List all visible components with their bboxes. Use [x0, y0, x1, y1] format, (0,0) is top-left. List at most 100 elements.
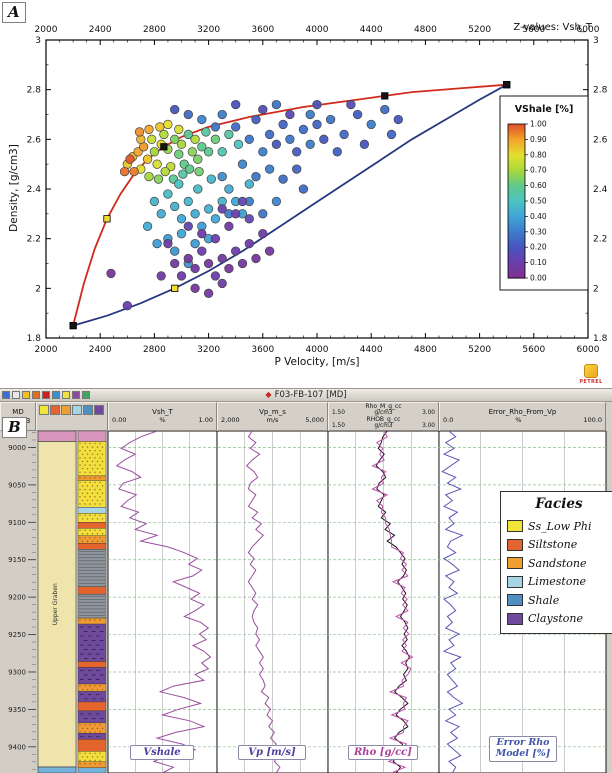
track-bottom-label-vp: Vp [m/s] [238, 745, 306, 760]
svg-text:4000: 4000 [306, 25, 329, 35]
track-scale: 0.00% 1.00 [112, 415, 213, 424]
track-header-vp[interactable]: Vp_m_s 2,000 m/s 5,000 [217, 402, 328, 431]
track-name: Vsh_T [152, 408, 173, 417]
svg-text:6000: 6000 [577, 345, 600, 355]
svg-text:2.4: 2.4 [593, 185, 608, 195]
svg-text:0.60: 0.60 [530, 181, 547, 190]
well-icon: ◆ [265, 390, 272, 399]
petrel-logo-icon [584, 364, 598, 378]
track-header-error[interactable]: Error_Rho_From_Vp 0.0% 100.0 [439, 402, 606, 431]
svg-text:0.70: 0.70 [530, 166, 547, 175]
svg-text:1.8: 1.8 [27, 334, 42, 344]
svg-text:5200: 5200 [468, 25, 491, 35]
depth-header-title: MD [12, 407, 24, 416]
track-name: Vp_m_s [259, 408, 286, 417]
svg-text:1.00: 1.00 [530, 120, 547, 129]
svg-text:0.40: 0.40 [530, 212, 547, 221]
svg-text:6000: 6000 [577, 25, 600, 35]
facies-item: Sandstone [507, 554, 611, 573]
x-axis-title: P Velocity, [m/s] [274, 356, 360, 368]
svg-text:9150: 9150 [8, 556, 26, 564]
track-name: Error_Rho_From_Vp [488, 408, 557, 417]
z-values-label: Z-values: Vsh_T [513, 22, 592, 33]
facies-legend: Facies Ss_Low Phi Siltstone Sandstone Li… [500, 491, 612, 634]
well-window-title-wrap: ◆ F03-FB-107 [MD] [0, 390, 612, 400]
facies-swatch [507, 612, 523, 625]
facies-item: Shale [507, 591, 611, 610]
svg-text:3200: 3200 [197, 345, 220, 355]
svg-text:2.6: 2.6 [593, 135, 608, 145]
svg-text:4400: 4400 [360, 345, 383, 355]
track-bottom-label-rho: Rho [g/cc] [348, 745, 418, 760]
track-header-rho[interactable]: Rho_M_g_cc 1.50 g/cm3 3.00 RHOB_g_cc 1.50 g… [328, 402, 439, 431]
track-bottom-label-error: Error Rho Model [%] [489, 736, 557, 762]
svg-text:4800: 4800 [414, 345, 437, 355]
crossplot-svg[interactable]: 2000200024002400280028003200320036003600… [0, 0, 612, 388]
svg-text:2400: 2400 [89, 345, 112, 355]
svg-text:9000: 9000 [8, 444, 26, 452]
svg-text:5600: 5600 [522, 25, 545, 35]
svg-text:3600: 3600 [251, 345, 274, 355]
crossplot-panel: 2000 2000 2400 2400 2800 2800 3200 3200 3600 3600… [0, 0, 612, 388]
svg-text:2: 2 [593, 284, 599, 294]
svg-text:2800: 2800 [143, 25, 166, 35]
well-window-titlebar[interactable]: ◆ F03-FB-107 [MD] [0, 389, 612, 402]
svg-text:4400: 4400 [360, 25, 383, 35]
svg-text:9250: 9250 [8, 631, 26, 639]
track-header-vsh[interactable]: Vsh_T 0.00% 1.00 [108, 402, 217, 431]
svg-text:5600: 5600 [522, 345, 545, 355]
svg-text:0.80: 0.80 [530, 150, 547, 159]
track-name-2: RHOB_g_cc [366, 415, 401, 423]
svg-text:9400: 9400 [8, 743, 26, 751]
track-scale: 0.0% 100.0 [443, 415, 602, 424]
svg-text:2800: 2800 [143, 345, 166, 355]
petrel-logo: PETREL [574, 364, 608, 385]
svg-text:2.8: 2.8 [593, 86, 608, 96]
facies-swatch [507, 538, 523, 551]
well-window-title: F03-FB-107 [MD] [274, 390, 347, 400]
svg-text:1.8: 1.8 [593, 334, 608, 344]
facies-swatch [507, 557, 523, 570]
svg-text:0.50: 0.50 [530, 197, 547, 206]
panel-b-label: B [2, 417, 27, 438]
toolbar-chips[interactable] [2, 391, 90, 399]
facies-swatch [507, 575, 523, 588]
svg-text:3: 3 [35, 36, 41, 46]
facies-swatch [507, 594, 523, 607]
svg-text:2.2: 2.2 [27, 235, 41, 245]
svg-text:VShale [%]: VShale [%] [515, 104, 574, 115]
svg-text:Upper Graben: Upper Graben [52, 583, 59, 625]
panel-a-label: A [2, 2, 26, 23]
svg-text:2400: 2400 [89, 25, 112, 35]
svg-text:0.30: 0.30 [530, 227, 547, 236]
track-scale-2: 1.50 g/cm3 3.00 [332, 423, 435, 430]
track-name: Rho_M_g_cc [365, 402, 402, 410]
track-bottom-label-vshale: Vshale [130, 745, 194, 760]
svg-text:3: 3 [593, 36, 599, 46]
svg-text:2.4: 2.4 [27, 185, 42, 195]
svg-text:2000: 2000 [35, 25, 58, 35]
y-axis-title: Density, [g/cm3] [8, 144, 20, 232]
well-log-window: ◆F03-FB-107 [MD] MD 1:2713 Vsh_T 0.00%1.… [0, 388, 612, 773]
facies-item: Siltstone [507, 536, 611, 555]
facies-legend-title: Facies [535, 496, 583, 512]
svg-text:9050: 9050 [8, 481, 26, 489]
lithology-header[interactable] [36, 402, 108, 431]
svg-text:2000: 2000 [35, 345, 58, 355]
svg-text:9350: 9350 [8, 706, 26, 714]
svg-text:0.90: 0.90 [530, 135, 547, 144]
svg-text:9100: 9100 [8, 519, 26, 527]
svg-text:9200: 9200 [8, 594, 26, 602]
svg-text:4800: 4800 [414, 25, 437, 35]
svg-text:9300: 9300 [8, 668, 26, 676]
facies-item: Limestone [507, 573, 611, 592]
facies-swatch [507, 520, 523, 533]
svg-text:2.8: 2.8 [27, 86, 42, 96]
svg-text:3600: 3600 [251, 25, 274, 35]
svg-text:2.6: 2.6 [27, 135, 42, 145]
svg-text:0.00: 0.00 [530, 274, 547, 283]
track-scale: 2,000 m/s 5,000 [221, 415, 324, 424]
facies-item: Ss_Low Phi [507, 517, 611, 536]
svg-text:0.20: 0.20 [530, 243, 547, 252]
svg-text:4000: 4000 [306, 345, 329, 355]
